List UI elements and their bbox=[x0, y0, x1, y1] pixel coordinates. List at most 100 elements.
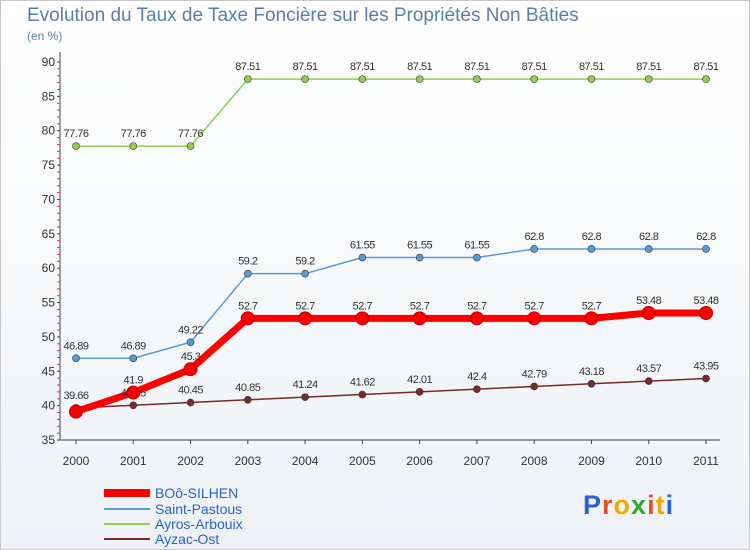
data-label: 52.7 bbox=[582, 300, 602, 312]
data-label: 42.01 bbox=[407, 374, 432, 386]
y-axis-tick-labels: 35 40 45 50 55 60 65 70 75 80 85 90 bbox=[42, 55, 56, 447]
x-tick-label: 2010 bbox=[635, 454, 662, 468]
data-label: 46.89 bbox=[63, 340, 88, 352]
data-point bbox=[412, 311, 427, 326]
x-tick-label: 2004 bbox=[292, 454, 319, 468]
y-tick-label: 75 bbox=[42, 158, 56, 172]
data-point bbox=[641, 305, 656, 320]
x-tick-label: 2000 bbox=[63, 454, 90, 468]
data-label: 42.4 bbox=[467, 371, 487, 383]
x-tick-label: 2003 bbox=[234, 454, 261, 468]
data-label: 49.22 bbox=[178, 324, 203, 336]
data-label: 59.2 bbox=[238, 256, 258, 268]
data-point bbox=[129, 354, 138, 363]
legend-label: Saint-Pastous bbox=[155, 501, 242, 517]
data-label: 87.51 bbox=[464, 61, 489, 73]
data-label: 52.7 bbox=[295, 300, 315, 312]
data-point bbox=[527, 311, 542, 326]
data-label: 41.9 bbox=[124, 375, 144, 387]
data-point bbox=[183, 362, 198, 377]
data-label: 61.55 bbox=[350, 240, 375, 252]
data-point bbox=[644, 75, 653, 83]
data-point bbox=[301, 393, 309, 401]
data-point bbox=[129, 401, 138, 410]
x-tick-label: 2008 bbox=[521, 454, 548, 468]
legend: BOô-SILHENSaint-PastousAyros-ArbouixAyza… bbox=[104, 485, 243, 547]
data-point bbox=[415, 388, 424, 396]
data-point bbox=[301, 75, 309, 83]
legend-label: BOô-SILHEN bbox=[155, 485, 238, 501]
data-label: 40.45 bbox=[178, 385, 203, 397]
data-point bbox=[358, 75, 367, 83]
y-tick-label: 65 bbox=[42, 227, 56, 241]
data-label: 87.51 bbox=[636, 61, 661, 73]
data-label: 52.7 bbox=[467, 300, 487, 312]
legend-label: Ayros-Arbouix bbox=[155, 516, 243, 532]
data-point bbox=[415, 253, 424, 262]
series-line-2 bbox=[75, 78, 707, 147]
data-point bbox=[702, 75, 710, 83]
data-point bbox=[702, 245, 710, 253]
data-point bbox=[587, 75, 596, 83]
data-label: 41.24 bbox=[293, 379, 318, 391]
data-label: 43.95 bbox=[693, 360, 718, 372]
data-point bbox=[240, 311, 255, 326]
data-label: 87.51 bbox=[293, 61, 318, 73]
x-tick-label: 2011 bbox=[693, 454, 719, 468]
y-tick-label: 60 bbox=[42, 261, 56, 275]
data-point bbox=[587, 245, 596, 253]
data-label: 53.48 bbox=[636, 295, 661, 307]
proxiti-logo: Proxiti bbox=[583, 490, 675, 520]
data-label: 77.76 bbox=[63, 128, 88, 140]
series-lines bbox=[69, 75, 713, 419]
y-axis-unit-label: (en %) bbox=[27, 29, 63, 43]
data-point bbox=[244, 75, 252, 83]
data-label: 52.7 bbox=[524, 300, 544, 312]
y-tick-label: 50 bbox=[42, 330, 56, 344]
data-label: 87.51 bbox=[350, 61, 375, 73]
data-label: 87.51 bbox=[235, 61, 260, 73]
data-point bbox=[530, 245, 538, 253]
data-point bbox=[473, 75, 481, 83]
data-point bbox=[702, 374, 710, 383]
data-point bbox=[186, 142, 195, 150]
series-line-3 bbox=[75, 377, 707, 409]
chart-title: Evolution du Taux de Taxe Foncière sur l… bbox=[27, 5, 579, 26]
data-label: 40.85 bbox=[235, 382, 260, 394]
data-point bbox=[298, 311, 313, 326]
data-label: 45.3 bbox=[181, 351, 201, 363]
data-point bbox=[644, 377, 653, 385]
axes bbox=[57, 52, 720, 444]
data-point bbox=[587, 379, 596, 388]
data-point bbox=[358, 253, 367, 262]
data-point bbox=[72, 142, 80, 150]
data-label: 52.7 bbox=[353, 300, 373, 312]
data-point bbox=[473, 385, 481, 393]
data-label: 43.18 bbox=[579, 366, 604, 378]
x-tick-label: 2007 bbox=[464, 454, 491, 468]
data-point bbox=[244, 395, 252, 404]
y-tick-label: 80 bbox=[42, 124, 56, 138]
data-label: 77.76 bbox=[178, 128, 203, 140]
data-point bbox=[186, 338, 195, 347]
data-labels: 39.66 40.05 40.45 40.85 41.24 41.62 42.01 42.4 4… bbox=[63, 61, 719, 402]
data-point bbox=[699, 305, 713, 320]
data-point bbox=[72, 354, 80, 363]
data-label: 59.2 bbox=[295, 256, 315, 268]
data-label: 40.05 bbox=[121, 387, 146, 399]
data-label: 61.55 bbox=[464, 240, 489, 252]
data-point bbox=[129, 142, 138, 150]
y-tick-label: 40 bbox=[42, 399, 56, 413]
data-label: 53.48 bbox=[693, 295, 718, 307]
legend-label: Ayzac-Ost bbox=[155, 531, 219, 547]
x-axis-tick-labels: 2000 2001 2002 2003 2004 2005 2006 2007 2008 2009… bbox=[63, 454, 720, 468]
data-point bbox=[530, 75, 538, 83]
y-tick-label: 90 bbox=[42, 55, 56, 69]
data-label: 62.8 bbox=[524, 231, 544, 243]
data-point bbox=[469, 311, 484, 326]
data-label: 87.51 bbox=[693, 61, 718, 73]
data-point bbox=[358, 390, 367, 399]
data-label: 62.8 bbox=[696, 231, 716, 243]
data-point bbox=[186, 398, 195, 407]
